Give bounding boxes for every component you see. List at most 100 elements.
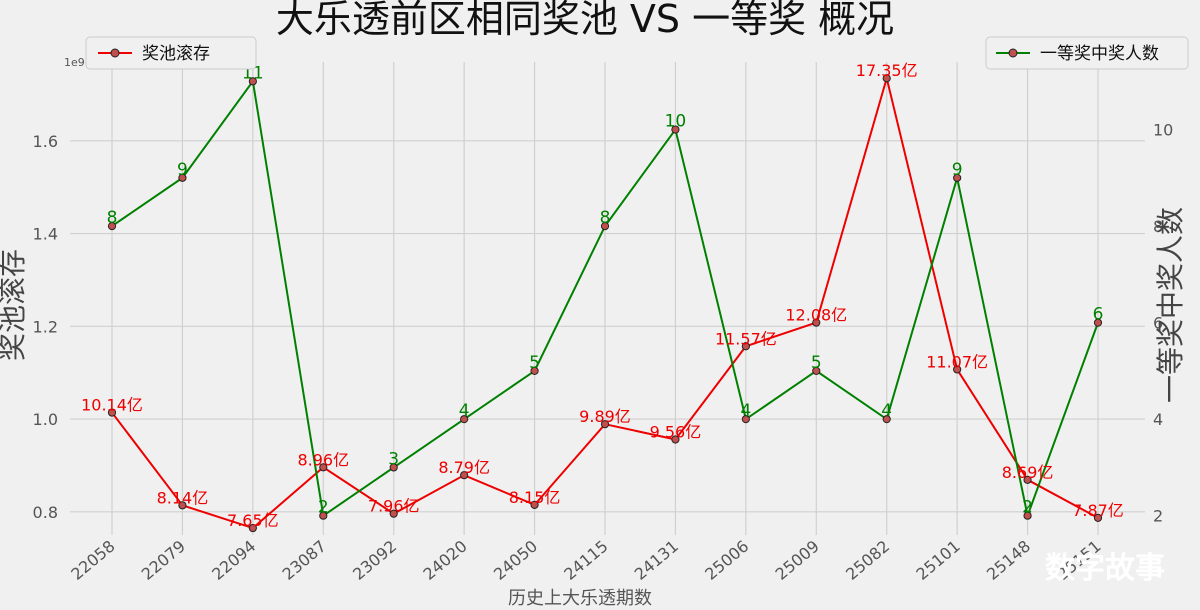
x-axis-title: 历史上大乐透期数 [508, 588, 652, 609]
left-axis-ticks: 0.8 1.0 1.2 1.4 1.6 [33, 132, 58, 522]
x-tick-label: 22079 [138, 537, 189, 584]
x-tick-label: 25006 [701, 537, 752, 584]
x-tick-label: 25009 [772, 537, 823, 584]
legend-prize-pool: 奖池滚存 [85, 36, 257, 70]
x-tick-label: 24020 [420, 537, 471, 584]
left-tick-label: 1.0 [33, 410, 58, 429]
data-point [319, 511, 328, 520]
x-tick-label: 24131 [631, 537, 682, 584]
prize-pool-data-labels: 10.14亿 8.14亿 7.65亿 8.96亿 7.96亿 8.79亿 8.15亿 9.89… [81, 61, 1124, 530]
data-point [107, 222, 117, 231]
winners-data-label: 8 [600, 208, 611, 228]
data-point [460, 415, 469, 424]
legend-box [985, 36, 1189, 70]
x-axis-ticks: 22058 22079 22094 23087 23092 24020 24050 24115… [67, 537, 1104, 584]
left-tick-label: 1.2 [33, 317, 58, 336]
prize-pool-data-label: 8.69亿 [1002, 463, 1054, 482]
y-offset-label: 1e9 [64, 56, 85, 69]
winners-data-label: 6 [1093, 305, 1104, 325]
data-point [671, 435, 680, 444]
data-point [812, 366, 821, 375]
right-tick-label: 8 [1153, 217, 1163, 236]
data-point [600, 420, 610, 429]
data-point [178, 501, 187, 510]
legend-winners: 一等奖中奖人数 [985, 36, 1189, 70]
data-point [530, 500, 539, 509]
data-point [248, 77, 257, 86]
winners-data-label: 3 [388, 449, 399, 469]
right-tick-label: 2 [1153, 507, 1163, 526]
left-tick-label: 1.6 [33, 132, 58, 151]
left-axis-title: 奖池滚存 [0, 249, 29, 361]
data-point [953, 365, 962, 374]
x-tick-label: 23092 [349, 537, 400, 584]
prize-pool-data-label: 7.65亿 [227, 511, 279, 530]
data-point [1093, 318, 1103, 327]
data-point [1023, 511, 1032, 520]
prize-pool-data-label: 11.07亿 [926, 352, 988, 371]
series-winners [107, 77, 1103, 520]
data-point [953, 173, 962, 182]
x-tick-label: 24115 [560, 537, 611, 584]
winners-data-label: 5 [529, 353, 540, 373]
series-prize-pool [107, 74, 1103, 533]
data-point [178, 173, 187, 182]
winners-data-label: 9 [952, 160, 963, 180]
prize-pool-data-label: 8.96亿 [297, 450, 349, 469]
left-tick-label: 1.4 [33, 225, 58, 244]
winners-data-label: 10 [665, 112, 687, 132]
prize-pool-data-label: 7.96亿 [368, 497, 420, 516]
x-tick-label: 22058 [67, 537, 118, 584]
winners-data-label: 4 [740, 401, 751, 421]
data-point [1023, 475, 1032, 484]
winners-data-label: 5 [811, 353, 822, 373]
chart-title: 大乐透前区相同奖池 VS 一等奖 概况 [276, 0, 894, 41]
data-point [882, 415, 891, 424]
watermark: 数字故事 [1045, 551, 1165, 586]
prize-pool-data-label: 17.35亿 [856, 61, 918, 80]
data-point [319, 463, 328, 472]
legend-box [85, 36, 257, 70]
data-point [530, 366, 539, 375]
prize-pool-data-label: 8.14亿 [157, 488, 209, 507]
prize-pool-data-label: 8.79亿 [438, 458, 490, 477]
prize-pool-data-label: 8.15亿 [509, 488, 561, 507]
prize-pool-data-label: 11.57亿 [715, 329, 777, 348]
data-point [741, 415, 750, 424]
data-point [460, 471, 469, 480]
prize-pool-data-label: 9.56亿 [650, 422, 702, 441]
data-point [812, 318, 821, 327]
data-point [1093, 513, 1103, 522]
data-point [389, 463, 398, 472]
legend-marker [110, 48, 120, 58]
x-tick-label: 24050 [490, 537, 541, 584]
winners-data-label: 4 [881, 401, 892, 421]
winners-data-label: 4 [459, 401, 470, 421]
right-tick-label: 6 [1153, 314, 1163, 333]
data-point [107, 408, 117, 417]
winners-data-label: 2 [318, 498, 329, 518]
x-tick-label: 25082 [842, 537, 893, 584]
prize-pool-data-label: 12.08亿 [785, 306, 847, 325]
right-axis-ticks: 2 4 6 8 10 [1153, 121, 1173, 526]
legend-entry-winners: 一等奖中奖人数 [1040, 44, 1159, 64]
prize-pool-data-label: 7.87亿 [1072, 501, 1124, 520]
data-point [600, 222, 610, 231]
data-point [882, 74, 891, 83]
right-axis-title: 一等奖中奖人数 [1154, 207, 1187, 403]
prize-pool-data-label: 10.14亿 [81, 396, 143, 415]
right-tick-label: 4 [1153, 410, 1163, 429]
winners-data-label: 9 [177, 160, 188, 180]
x-tick-label: 23087 [279, 537, 330, 584]
legend-entry-prize-pool: 奖池滚存 [142, 44, 210, 64]
winners-data-label: 2 [1022, 498, 1033, 518]
data-point [741, 342, 750, 351]
x-tick-label: 25101 [913, 537, 964, 584]
legend-marker [1008, 48, 1018, 58]
data-point [389, 509, 398, 518]
data-point [248, 523, 257, 533]
left-tick-label: 0.8 [33, 503, 58, 522]
data-point [671, 125, 680, 134]
